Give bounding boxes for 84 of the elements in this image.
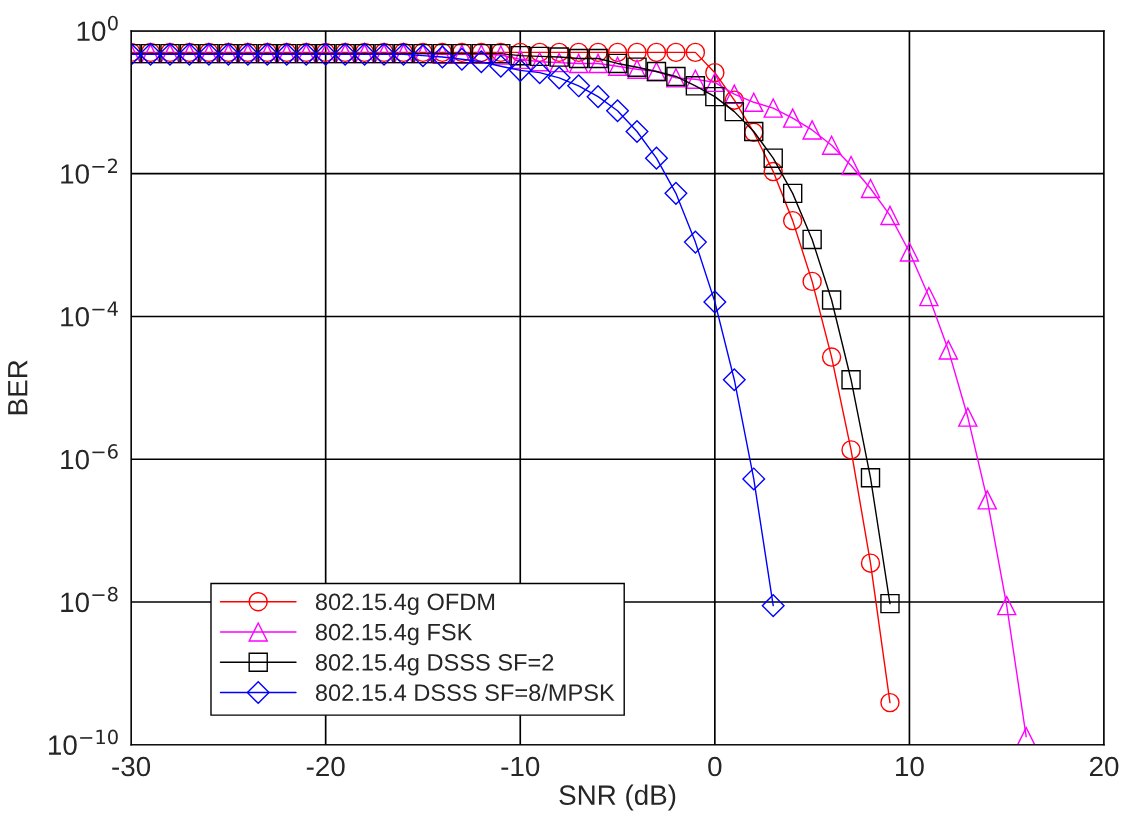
x-tick-label: -10 [501,756,540,777]
point [880,692,900,713]
point [606,99,630,123]
point [919,286,939,307]
point [489,54,513,78]
point [802,120,822,140]
x-tick-label: 20 [1089,756,1119,777]
point [664,181,688,205]
y-tick-label: 10$^{0}$ [77,15,118,42]
x-tick-label: -30 [112,756,151,777]
legend-label: 802.15.4g OFDM [315,593,495,615]
point [722,368,746,392]
point [860,553,881,573]
point [528,61,552,85]
point [724,101,745,122]
point [607,42,628,63]
point [586,85,610,109]
point [761,594,785,618]
y-axis-title: BER [8,360,28,415]
point [958,407,978,427]
point [685,69,706,90]
point [529,51,550,72]
point [763,161,783,182]
point [821,347,842,367]
point [802,229,822,250]
point [666,42,686,63]
point [841,369,861,390]
point [724,90,745,110]
point [703,290,727,314]
y-tick-label: 10$^{−2}$ [61,158,118,184]
point [860,178,881,199]
legend-label: 802.15.4g FSK [315,623,473,646]
point [588,48,608,69]
x-axis-title: SNR (dB) [559,784,676,811]
x-tick-label: 0 [708,756,722,777]
point [685,42,706,63]
legend-label: 802.15.4g DSSS SF=2 [315,654,554,676]
x-tick-label: -20 [306,756,345,777]
point [549,52,569,73]
point [705,72,725,93]
point [782,183,803,204]
point [644,146,668,170]
y-tick-label: 10$^{−8}$ [61,586,118,613]
point [568,48,589,69]
point [938,340,959,360]
point [860,468,881,488]
point [567,74,591,98]
point [763,98,783,118]
point [627,42,647,63]
point [802,271,822,292]
legend-label: 802.15.4 DSSS SF=8/MPSK [315,683,615,702]
y-tick-label: 10$^{−4}$ [61,301,118,327]
point [744,92,764,113]
point [549,47,569,67]
point [821,290,842,310]
point [705,86,725,107]
point [646,42,667,63]
point [724,84,745,104]
point [821,135,842,155]
point [742,467,766,491]
point [782,108,803,128]
point [588,53,608,74]
point [450,47,474,71]
point [782,210,803,231]
point [705,62,725,83]
point [625,119,649,143]
point [841,440,861,460]
x-tick-label: 10 [896,756,924,777]
point [568,53,589,74]
point [547,66,571,90]
point [899,242,920,262]
point [685,76,706,96]
point [469,50,493,74]
point [683,230,707,254]
point [568,42,589,63]
point [996,595,1017,616]
point [977,490,997,510]
point [880,593,900,614]
point [880,205,900,226]
point [763,148,783,168]
y-tick-label: 10$^{−6}$ [61,444,118,470]
y-tick-label: 10$^{−10}$ [49,729,118,755]
point [841,155,861,176]
point [508,58,532,82]
